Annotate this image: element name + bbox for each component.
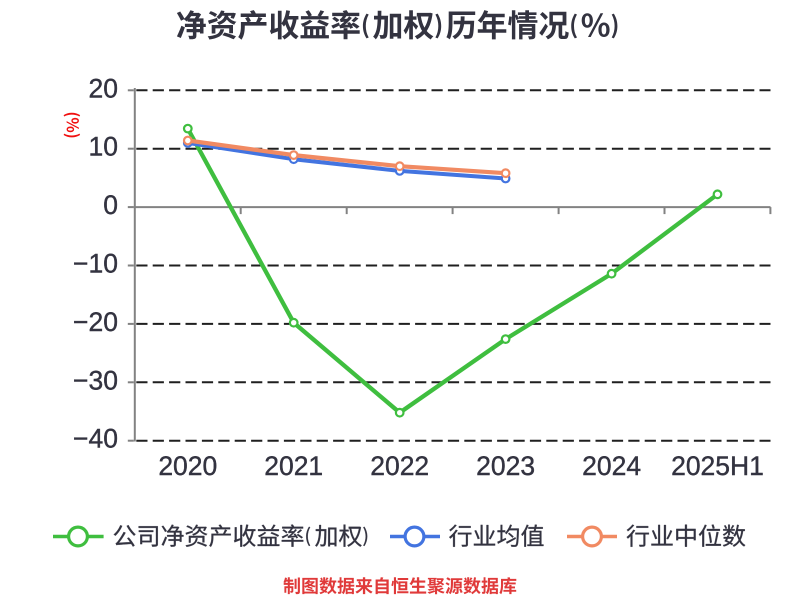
svg-text:2025H1: 2025H1 [671, 451, 764, 481]
svg-text:20: 20 [89, 73, 118, 103]
svg-text:2022: 2022 [370, 451, 429, 481]
svg-text:2023: 2023 [476, 451, 535, 481]
svg-text:2020: 2020 [158, 451, 217, 481]
svg-text:2021: 2021 [264, 451, 323, 481]
svg-text:2024: 2024 [582, 451, 641, 481]
svg-text:−10: −10 [73, 249, 118, 279]
svg-text:0: 0 [103, 190, 118, 220]
svg-text:−40: −40 [73, 424, 118, 454]
svg-text:−20: −20 [73, 307, 118, 337]
svg-text:−30: −30 [73, 365, 118, 395]
svg-text:10: 10 [89, 132, 118, 162]
